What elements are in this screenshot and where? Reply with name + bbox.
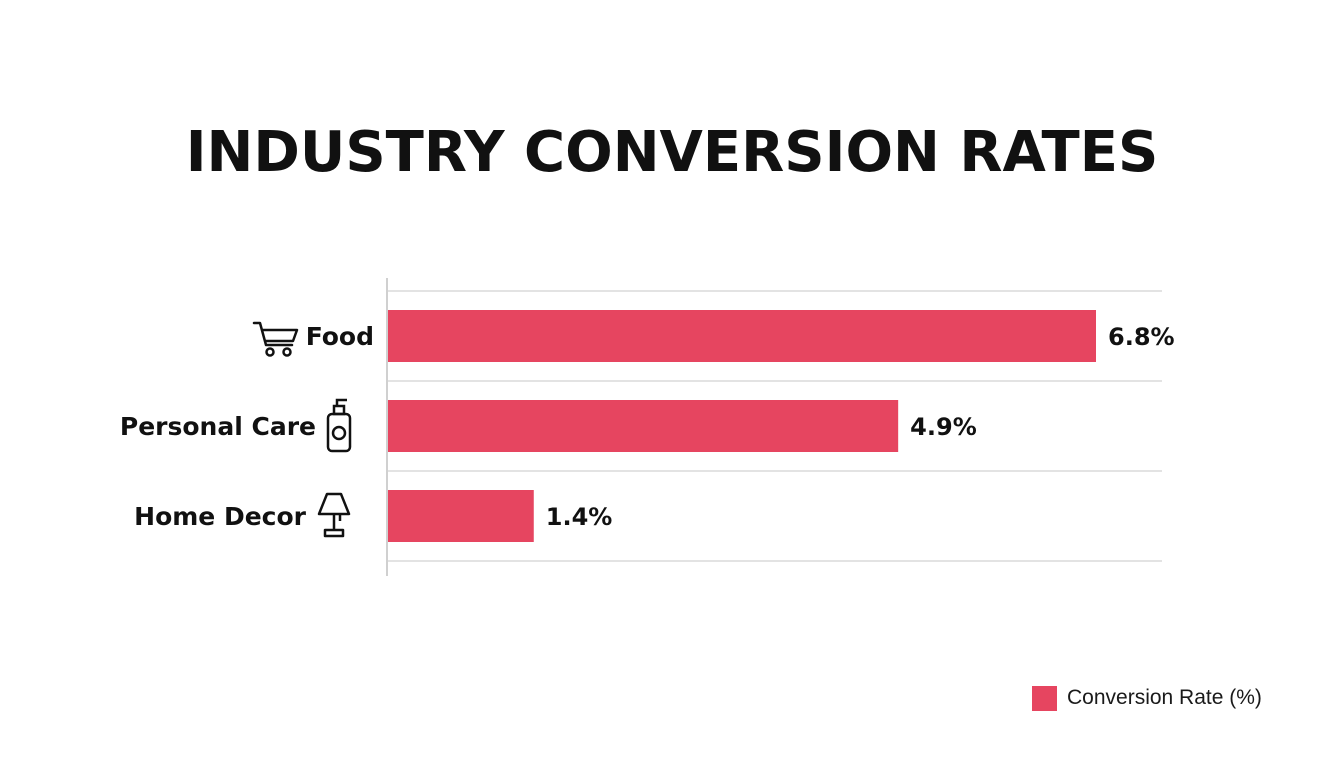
- lotion-bottle-icon: [326, 398, 352, 453]
- category-label: Personal Care: [120, 412, 316, 441]
- bar: [388, 490, 534, 542]
- legend-label: Conversion Rate (%): [1067, 686, 1262, 709]
- bar-value-label: 6.8%: [1108, 323, 1175, 351]
- chart-title: INDUSTRY CONVERSION RATES: [185, 120, 1159, 185]
- bar: [388, 400, 899, 452]
- bar-value-label: 1.4%: [546, 503, 613, 531]
- category-label: Food: [306, 322, 374, 351]
- bar-value-label: 4.9%: [910, 413, 977, 441]
- bar: [388, 310, 1096, 362]
- shopping-cart-icon: [252, 321, 299, 357]
- chart-legend: Conversion Rate (%): [1032, 684, 1262, 712]
- legend-swatch: [1032, 685, 1057, 711]
- category-label: Home Decor: [134, 502, 307, 531]
- lamp-icon: [317, 492, 351, 538]
